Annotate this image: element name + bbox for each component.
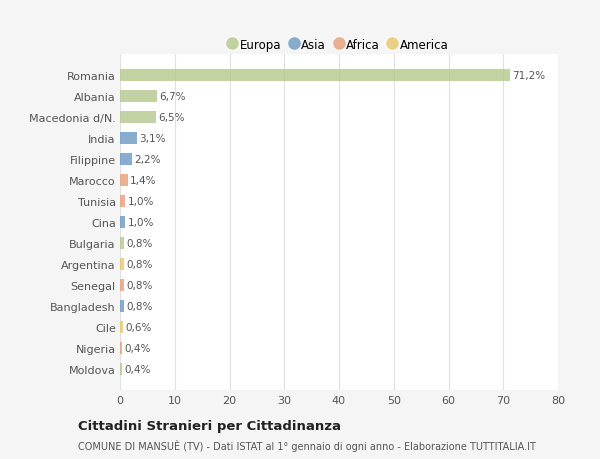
Text: 6,5%: 6,5% bbox=[158, 113, 184, 123]
Text: 0,6%: 0,6% bbox=[125, 322, 152, 332]
Text: COMUNE DI MANSUÈ (TV) - Dati ISTAT al 1° gennaio di ogni anno - Elaborazione TUT: COMUNE DI MANSUÈ (TV) - Dati ISTAT al 1°… bbox=[78, 439, 536, 451]
Text: 0,4%: 0,4% bbox=[124, 364, 151, 374]
Bar bbox=[120, 217, 125, 229]
Bar bbox=[120, 364, 122, 375]
Bar bbox=[120, 280, 124, 291]
Text: 71,2%: 71,2% bbox=[512, 71, 545, 81]
Text: 1,0%: 1,0% bbox=[128, 197, 154, 207]
Text: 0,8%: 0,8% bbox=[127, 259, 153, 269]
Bar bbox=[120, 112, 155, 123]
Bar bbox=[120, 70, 510, 82]
Text: Cittadini Stranieri per Cittadinanza: Cittadini Stranieri per Cittadinanza bbox=[78, 419, 341, 432]
Bar bbox=[120, 342, 122, 354]
Bar bbox=[120, 154, 132, 166]
Bar bbox=[120, 259, 124, 270]
Bar bbox=[120, 91, 157, 103]
Bar bbox=[120, 175, 128, 186]
Text: 1,4%: 1,4% bbox=[130, 176, 157, 186]
Bar bbox=[120, 196, 125, 207]
Bar bbox=[120, 238, 124, 249]
Text: 3,1%: 3,1% bbox=[139, 134, 166, 144]
Text: 0,8%: 0,8% bbox=[127, 280, 153, 291]
Text: 6,7%: 6,7% bbox=[159, 92, 185, 102]
Text: 0,8%: 0,8% bbox=[127, 239, 153, 248]
Bar bbox=[120, 301, 124, 312]
Text: 2,2%: 2,2% bbox=[134, 155, 161, 165]
Legend: Europa, Asia, Africa, America: Europa, Asia, Africa, America bbox=[224, 34, 454, 56]
Text: 0,4%: 0,4% bbox=[124, 343, 151, 353]
Bar bbox=[120, 322, 123, 333]
Bar bbox=[120, 133, 137, 145]
Text: 0,8%: 0,8% bbox=[127, 302, 153, 311]
Text: 1,0%: 1,0% bbox=[128, 218, 154, 228]
